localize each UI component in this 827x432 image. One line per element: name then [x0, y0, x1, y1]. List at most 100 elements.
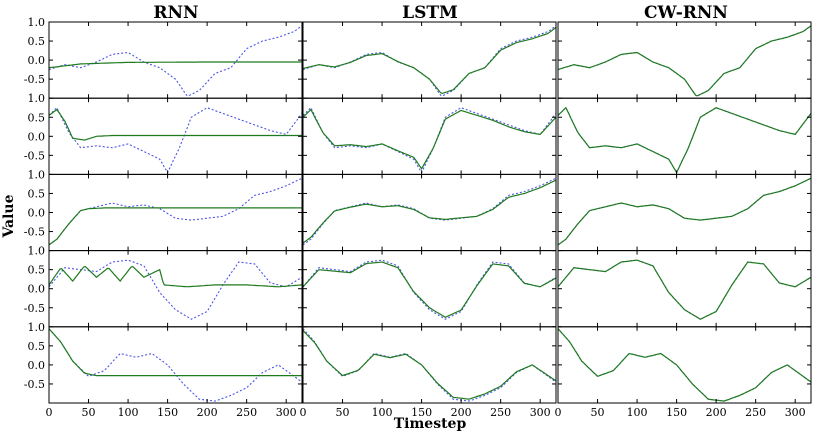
- prediction-line: [557, 328, 812, 402]
- target-line: [48, 259, 303, 320]
- y-tick-label: 1.0: [28, 321, 46, 334]
- x-tick-label: 50: [336, 406, 350, 419]
- y-tick-label: -0.5: [24, 302, 45, 315]
- prediction-line: [557, 259, 812, 320]
- prediction-line: [48, 328, 302, 377]
- prediction-line: [302, 261, 557, 318]
- x-tick-label: 200: [197, 406, 218, 419]
- target-line: [302, 259, 557, 320]
- x-tick-label: 100: [118, 406, 139, 419]
- prediction-line: [48, 207, 302, 246]
- target-line: [48, 177, 303, 246]
- target-line: [48, 25, 303, 97]
- y-tick-label: -0.5: [24, 73, 45, 86]
- panel-frame: [302, 21, 557, 99]
- target-line: [302, 177, 557, 246]
- y-tick-label: 0.5: [28, 340, 46, 353]
- target-line: [557, 328, 812, 402]
- panel-r3-rnn: -0.5 0.0 0.5 1.0: [24, 168, 303, 252]
- x-tick-label: 150: [666, 406, 687, 419]
- panel-r1-cw-rnn: [557, 21, 812, 99]
- panel-frame: [302, 97, 557, 175]
- panel-r4-cw-rnn: [557, 250, 812, 328]
- prediction-line: [557, 177, 812, 246]
- y-tick-label: 1.0: [28, 92, 46, 105]
- prediction-line: [48, 108, 302, 141]
- panel-frame: [48, 250, 303, 328]
- y-tick-label: 1.0: [28, 168, 46, 181]
- panel-r5-rnn: -0.5 0.0 0.5 1.0 0 50 100 150 200 250 300: [24, 321, 303, 419]
- panel-frame: [557, 21, 812, 99]
- panel-frame: [302, 250, 557, 328]
- panel-r5-cw-rnn: 0 50 100 150 200 250 300: [555, 326, 812, 419]
- x-tick-label: 100: [372, 406, 393, 419]
- x-tick-label: 300: [530, 406, 551, 419]
- x-tick-label: 0: [46, 406, 53, 419]
- panel-r2-lstm: [302, 97, 557, 175]
- prediction-line: [302, 330, 557, 400]
- x-tick-label: 150: [411, 406, 432, 419]
- y-tick-label: 0.0: [28, 359, 46, 372]
- prediction-line: [302, 179, 557, 244]
- panel-r4-lstm: [302, 250, 557, 328]
- panel-frame: [48, 21, 303, 99]
- y-tick-label: 0.5: [28, 35, 46, 48]
- panel-r5-lstm: 0 50 100 150 200 250 300: [300, 326, 557, 419]
- panel-r3-lstm: [302, 173, 557, 252]
- prediction-line: [48, 265, 303, 288]
- y-tick-label: 0.0: [28, 283, 46, 296]
- target-line: [557, 177, 812, 246]
- panel-r4-rnn: -0.5 0.0 0.5 1.0: [24, 245, 303, 328]
- y-tick-label: 0.0: [28, 130, 46, 143]
- x-tick-label: 250: [490, 406, 511, 419]
- panel-r2-cw-rnn: [557, 97, 812, 175]
- x-tick-label: 300: [785, 406, 806, 419]
- x-axis-label: Timestep: [394, 416, 467, 432]
- x-tick-label: 250: [236, 406, 257, 419]
- target-line: [48, 328, 303, 402]
- panel-r3-cw-rnn: [557, 173, 812, 252]
- y-tick-label: 1.0: [28, 16, 46, 29]
- panel-frame: [302, 173, 557, 252]
- x-tick-label: 200: [706, 406, 727, 419]
- panel-r1-rnn: -0.5 0.0 0.5 1.0: [24, 16, 303, 99]
- prediction-line: [302, 108, 557, 170]
- panel-frame: [48, 173, 303, 252]
- x-tick-label: 50: [82, 406, 96, 419]
- y-tick-label: -0.5: [24, 149, 45, 162]
- target-line: [302, 328, 557, 402]
- y-tick-label: 0.5: [28, 111, 46, 124]
- x-tick-label: 50: [591, 406, 605, 419]
- y-axis-label: Value: [1, 194, 17, 238]
- target-line: [302, 25, 557, 97]
- column-title-cw-rnn: CW-RNN: [644, 3, 728, 23]
- panel-frame: [557, 173, 812, 252]
- x-tick-label: 300: [276, 406, 297, 419]
- panel-frame: [557, 250, 812, 328]
- x-tick-label: 250: [745, 406, 766, 419]
- panel-frame: [48, 97, 303, 175]
- panel-frame: [302, 326, 557, 404]
- target-line: [302, 106, 557, 174]
- column-title-rnn: RNN: [153, 3, 198, 23]
- x-tick-label: 150: [157, 406, 178, 419]
- panel-frame: [48, 326, 303, 404]
- x-tick-label: 100: [627, 406, 648, 419]
- y-tick-label: 0.5: [28, 264, 46, 277]
- y-tick-label: -0.5: [24, 378, 45, 391]
- x-tick-label: 0: [300, 406, 307, 419]
- prediction-line: [557, 25, 812, 97]
- panel-frame: [557, 97, 812, 175]
- x-tick-label: 200: [451, 406, 472, 419]
- target-line: [557, 106, 812, 174]
- panel-r2-rnn: -0.5 0.0 0.5 1.0: [24, 92, 303, 175]
- prediction-line: [557, 106, 812, 174]
- prediction-line: [302, 26, 557, 95]
- y-tick-label: 0.5: [28, 187, 46, 200]
- x-tick-label: 0: [555, 406, 562, 419]
- panel-grid: -0.50.00.51.0-0.50.00.51.0-0.50.00.51.0-…: [24, 16, 812, 419]
- prediction-line: [48, 61, 302, 69]
- panel-r1-lstm: [302, 21, 557, 99]
- y-tick-label: -0.5: [24, 226, 45, 239]
